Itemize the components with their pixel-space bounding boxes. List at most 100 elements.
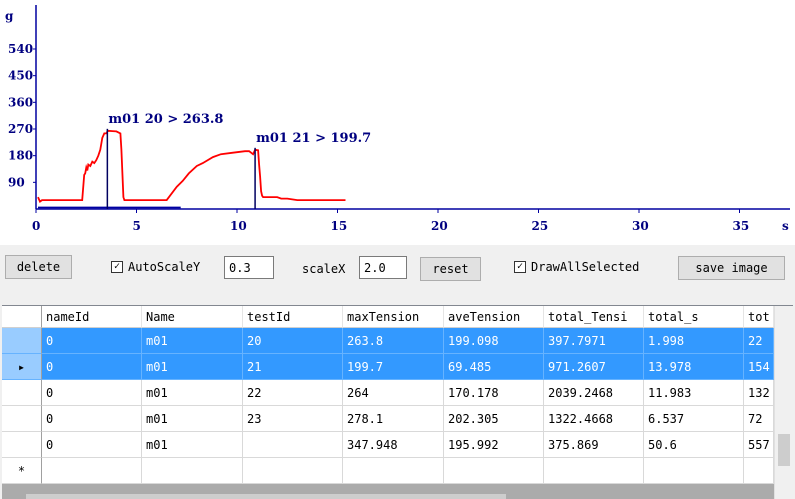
autoscale-label: AutoScaleY <box>128 260 201 274</box>
delete-button[interactable]: delete <box>5 255 72 279</box>
table-cell[interactable]: 0 <box>42 432 142 458</box>
table-cell[interactable]: 0 <box>42 406 142 432</box>
table-cell[interactable]: 21 <box>243 354 343 380</box>
table-cell[interactable]: 0 <box>42 354 142 380</box>
table-row[interactable]: 0 m01 22 264 170.178 2039.2468 11.983 132 <box>2 380 774 406</box>
table-cell[interactable] <box>343 458 444 484</box>
table-cell[interactable]: 202.305 <box>444 406 544 432</box>
table-cell[interactable]: 69.485 <box>444 354 544 380</box>
scalex-input[interactable]: 2.0 <box>359 256 407 279</box>
column-header-1[interactable]: Name <box>142 306 243 328</box>
x-tick-label: 10 <box>230 219 247 233</box>
table-cell[interactable]: 1322.4668 <box>544 406 644 432</box>
table-cell[interactable]: 22 <box>243 380 343 406</box>
table-cell[interactable]: 23 <box>243 406 343 432</box>
save-image-button[interactable]: save image <box>678 256 785 280</box>
reset-button[interactable]: reset <box>420 257 481 281</box>
new-row[interactable]: * <box>2 458 774 484</box>
table-cell[interactable]: 263.8 <box>343 328 444 354</box>
row-header[interactable] <box>2 432 42 458</box>
table-cell[interactable]: m01 <box>142 406 243 432</box>
table-cell[interactable] <box>744 458 774 484</box>
table-cell[interactable]: 22 <box>744 328 774 354</box>
table-cell[interactable]: 0 <box>42 380 142 406</box>
chart-canvas: g s 90 180 270 360 450 540 0 5 10 15 20 25 30 35 m01 20 … <box>5 5 790 233</box>
column-header-6[interactable]: total_s <box>644 306 744 328</box>
row-header[interactable] <box>2 406 42 432</box>
column-header-2[interactable]: testId <box>243 306 343 328</box>
table-row[interactable]: ▸ 0 m01 21 199.7 69.485 971.2607 13.978 154 <box>2 354 774 380</box>
table-cell[interactable]: 971.2607 <box>544 354 644 380</box>
table-cell[interactable]: 195.992 <box>444 432 544 458</box>
column-header-5[interactable]: total_Tensi <box>544 306 644 328</box>
table-cell[interactable] <box>243 458 343 484</box>
table-cell[interactable] <box>644 458 744 484</box>
autoscale-check-icon: ✓ <box>111 261 123 273</box>
control-bar: delete ✓ AutoScaleY 0.3 scaleX 2.0 reset… <box>0 245 795 297</box>
y-tick-label: 540 <box>8 42 33 56</box>
autoscale-input[interactable]: 0.3 <box>224 256 274 279</box>
annotation-label: m01 20 > 263.8 <box>108 112 223 127</box>
table-cell[interactable]: 72 <box>744 406 774 432</box>
corner-cell[interactable] <box>2 306 42 328</box>
drawall-check-icon: ✓ <box>514 261 526 273</box>
table-cell[interactable]: 347.948 <box>343 432 444 458</box>
y-tick-label: 270 <box>8 122 33 136</box>
table-cell[interactable]: m01 <box>142 354 243 380</box>
annotation-label: m01 21 > 199.7 <box>256 131 371 146</box>
table-cell[interactable]: 278.1 <box>343 406 444 432</box>
table-cell[interactable]: 50.6 <box>644 432 744 458</box>
scalex-label: scaleX <box>302 262 346 276</box>
table-cell[interactable] <box>444 458 544 484</box>
table-cell[interactable]: 2039.2468 <box>544 380 644 406</box>
table-cell[interactable]: 199.098 <box>444 328 544 354</box>
vertical-scrollbar[interactable] <box>774 306 793 499</box>
column-header-0[interactable]: nameId <box>42 306 142 328</box>
table-cell[interactable]: 1.998 <box>644 328 744 354</box>
column-header-7[interactable]: tot <box>744 306 774 328</box>
y-tick-label: 360 <box>8 95 33 109</box>
scroll-thumb[interactable] <box>778 434 790 466</box>
table-cell[interactable]: 199.7 <box>343 354 444 380</box>
row-header[interactable]: ▸ <box>2 354 42 380</box>
column-header-4[interactable]: aveTension <box>444 306 544 328</box>
column-header-3[interactable]: maxTension <box>343 306 444 328</box>
data-grid[interactable]: nameId Name testId maxTension aveTension tota… <box>2 305 793 499</box>
table-cell[interactable]: 170.178 <box>444 380 544 406</box>
table-cell[interactable]: m01 <box>142 328 243 354</box>
table-cell[interactable]: 11.983 <box>644 380 744 406</box>
series-line-0 <box>37 129 346 203</box>
row-header[interactable]: * <box>2 458 42 484</box>
grid-header-row: nameId Name testId maxTension aveTension tota… <box>2 306 774 328</box>
y-tick-label: 180 <box>8 149 33 163</box>
table-cell[interactable]: m01 <box>142 432 243 458</box>
row-header[interactable] <box>2 380 42 406</box>
table-cell[interactable]: 13.978 <box>644 354 744 380</box>
table-cell[interactable]: 132 <box>744 380 774 406</box>
row-header[interactable] <box>2 328 42 354</box>
table-cell[interactable]: 6.537 <box>644 406 744 432</box>
table-row[interactable]: 0 m01 347.948 195.992 375.869 50.6 557 <box>2 432 774 458</box>
table-cell[interactable] <box>243 432 343 458</box>
x-tick-label: 35 <box>733 219 750 233</box>
table-cell[interactable] <box>544 458 644 484</box>
table-row[interactable]: 0 m01 20 263.8 199.098 397.7971 1.998 22 <box>2 328 774 354</box>
table-cell[interactable] <box>42 458 142 484</box>
table-cell[interactable]: 397.7971 <box>544 328 644 354</box>
x-tick-label: 20 <box>431 219 448 233</box>
table-cell[interactable]: 0 <box>42 328 142 354</box>
drawall-checkbox[interactable]: ✓ DrawAllSelected <box>514 260 639 274</box>
table-cell[interactable]: 557 <box>744 432 774 458</box>
x-tick-label: 25 <box>532 219 549 233</box>
table-cell[interactable]: 20 <box>243 328 343 354</box>
x-axis-label: s <box>782 219 789 233</box>
autoscale-checkbox[interactable]: ✓ AutoScaleY <box>111 260 200 274</box>
table-cell[interactable]: 264 <box>343 380 444 406</box>
table-cell[interactable] <box>142 458 243 484</box>
horizontal-scrollbar[interactable] <box>26 494 506 499</box>
table-cell[interactable]: 154 <box>744 354 774 380</box>
table-cell[interactable]: m01 <box>142 380 243 406</box>
table-cell[interactable]: 375.869 <box>544 432 644 458</box>
table-row[interactable]: 0 m01 23 278.1 202.305 1322.4668 6.537 72 <box>2 406 774 432</box>
x-tick-label: 0 <box>32 219 40 233</box>
